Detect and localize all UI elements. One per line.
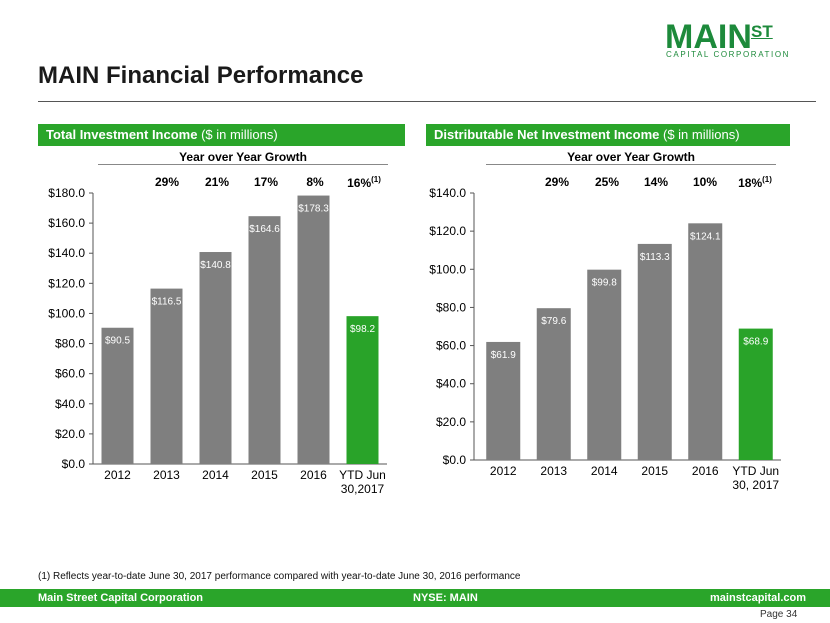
left-ytick-label: $0.0 — [62, 457, 86, 471]
right-ytick-label: $100.0 — [429, 262, 466, 276]
left-bar — [297, 195, 330, 464]
page-title: MAIN Financial Performance — [38, 62, 364, 89]
left-ytick-label: $40.0 — [55, 397, 85, 411]
left-growth-2013: 29% — [154, 175, 180, 189]
right-data-label: $79.6 — [541, 316, 566, 327]
left-growth-note: (1) — [371, 175, 381, 184]
right-growth-ytd-value: 18% — [738, 176, 763, 190]
right-chart-banner: Distributable Net Investment Income ($ i… — [426, 124, 790, 146]
left-data-label: $90.5 — [105, 336, 130, 347]
left-banner-rest: ($ in millions) — [197, 127, 278, 142]
right-data-label: $99.8 — [592, 278, 617, 289]
left-chart-banner: Total Investment Income ($ in millions) — [38, 124, 405, 146]
left-category-label: 2013 — [153, 468, 180, 482]
left-category-label: 2014 — [202, 468, 229, 482]
left-bar — [248, 216, 281, 464]
right-banner-bold: Distributable Net Investment Income — [434, 127, 660, 142]
left-growth-ytd: 16%(1) — [339, 175, 389, 190]
logo-subtitle: CAPITAL CORPORATION — [666, 50, 791, 59]
right-data-label: $124.1 — [690, 231, 721, 242]
left-ytick-label: $160.0 — [48, 216, 85, 230]
right-bar — [587, 269, 622, 460]
right-data-label: $68.9 — [743, 337, 768, 348]
left-bar — [346, 316, 379, 464]
left-ytick-label: $120.0 — [48, 276, 85, 290]
left-category-label: YTD Jun — [339, 468, 386, 482]
footer-website[interactable]: mainstcapital.com — [710, 592, 806, 604]
right-yoy-title: Year over Year Growth — [567, 150, 695, 164]
footer-company: Main Street Capital Corporation — [38, 592, 204, 604]
logo-main-text: MAIN — [665, 18, 752, 56]
left-bar — [101, 327, 134, 464]
right-category-label: 2012 — [490, 464, 517, 478]
right-growth-ytd: 18%(1) — [730, 175, 780, 190]
title-divider — [38, 101, 816, 102]
left-category-label: 30,2017 — [341, 482, 385, 496]
right-growth-2016: 10% — [692, 175, 718, 189]
left-category-label: 2012 — [104, 468, 131, 482]
right-ytick-label: $0.0 — [443, 453, 467, 467]
left-data-label: $164.6 — [249, 224, 280, 235]
right-bar — [486, 341, 521, 460]
left-yoy-rule — [98, 164, 388, 165]
right-data-label: $61.9 — [491, 350, 516, 361]
right-banner-rest: ($ in millions) — [659, 127, 740, 142]
footnote: (1) Reflects year-to-date June 30, 2017 … — [38, 571, 521, 582]
right-ytick-label: $80.0 — [436, 300, 466, 314]
left-ytick-label: $100.0 — [48, 306, 85, 320]
right-category-label: 2015 — [641, 464, 668, 478]
left-data-label: $98.2 — [350, 324, 375, 335]
right-ytick-label: $60.0 — [436, 339, 466, 353]
left-growth-2016: 8% — [306, 175, 324, 189]
left-ytick-label: $80.0 — [55, 337, 85, 351]
right-data-label: $113.3 — [640, 252, 670, 263]
left-ytick-label: $180.0 — [48, 186, 85, 200]
right-growth-2013: 29% — [544, 175, 570, 189]
right-category-label: 2014 — [591, 464, 618, 478]
right-ytick-label: $20.0 — [436, 415, 466, 429]
footer-bar: Main Street Capital Corporation NYSE: MA… — [0, 589, 830, 607]
page-number: Page 34 — [760, 609, 798, 620]
left-bar — [150, 288, 183, 464]
right-growth-2015: 14% — [643, 175, 669, 189]
right-category-label: 2016 — [692, 464, 719, 478]
right-growth-note: (1) — [762, 175, 772, 184]
right-ytick-label: $140.0 — [429, 186, 466, 200]
footer-ticker: NYSE: MAIN — [413, 592, 478, 604]
left-data-label: $178.3 — [298, 204, 329, 215]
right-bar — [738, 328, 773, 460]
left-ytick-label: $60.0 — [55, 367, 85, 381]
left-data-label: $116.5 — [152, 297, 182, 308]
left-category-label: 2015 — [251, 468, 278, 482]
right-ytick-label: $40.0 — [436, 377, 466, 391]
right-category-label: 2013 — [540, 464, 567, 478]
left-growth-ytd-value: 16% — [347, 176, 372, 190]
left-yoy-title: Year over Year Growth — [179, 150, 307, 164]
left-data-label: $140.8 — [200, 260, 231, 271]
left-growth-2015: 17% — [253, 175, 279, 189]
right-bar — [536, 308, 571, 460]
right-yoy-rule — [486, 164, 776, 165]
left-banner-bold: Total Investment Income — [46, 127, 198, 142]
left-category-label: 2016 — [300, 468, 327, 482]
left-bar — [199, 252, 232, 464]
right-ytick-label: $120.0 — [429, 224, 466, 238]
right-bar — [637, 243, 672, 460]
left-growth-2014: 21% — [204, 175, 230, 189]
left-ytick-label: $140.0 — [48, 246, 85, 260]
right-category-label: YTD Jun — [732, 464, 779, 478]
right-bar — [688, 223, 723, 460]
right-growth-2014: 25% — [594, 175, 620, 189]
right-category-label: 30, 2017 — [732, 478, 779, 492]
left-ytick-label: $20.0 — [55, 427, 85, 441]
logo-st-text: ST — [751, 22, 773, 41]
